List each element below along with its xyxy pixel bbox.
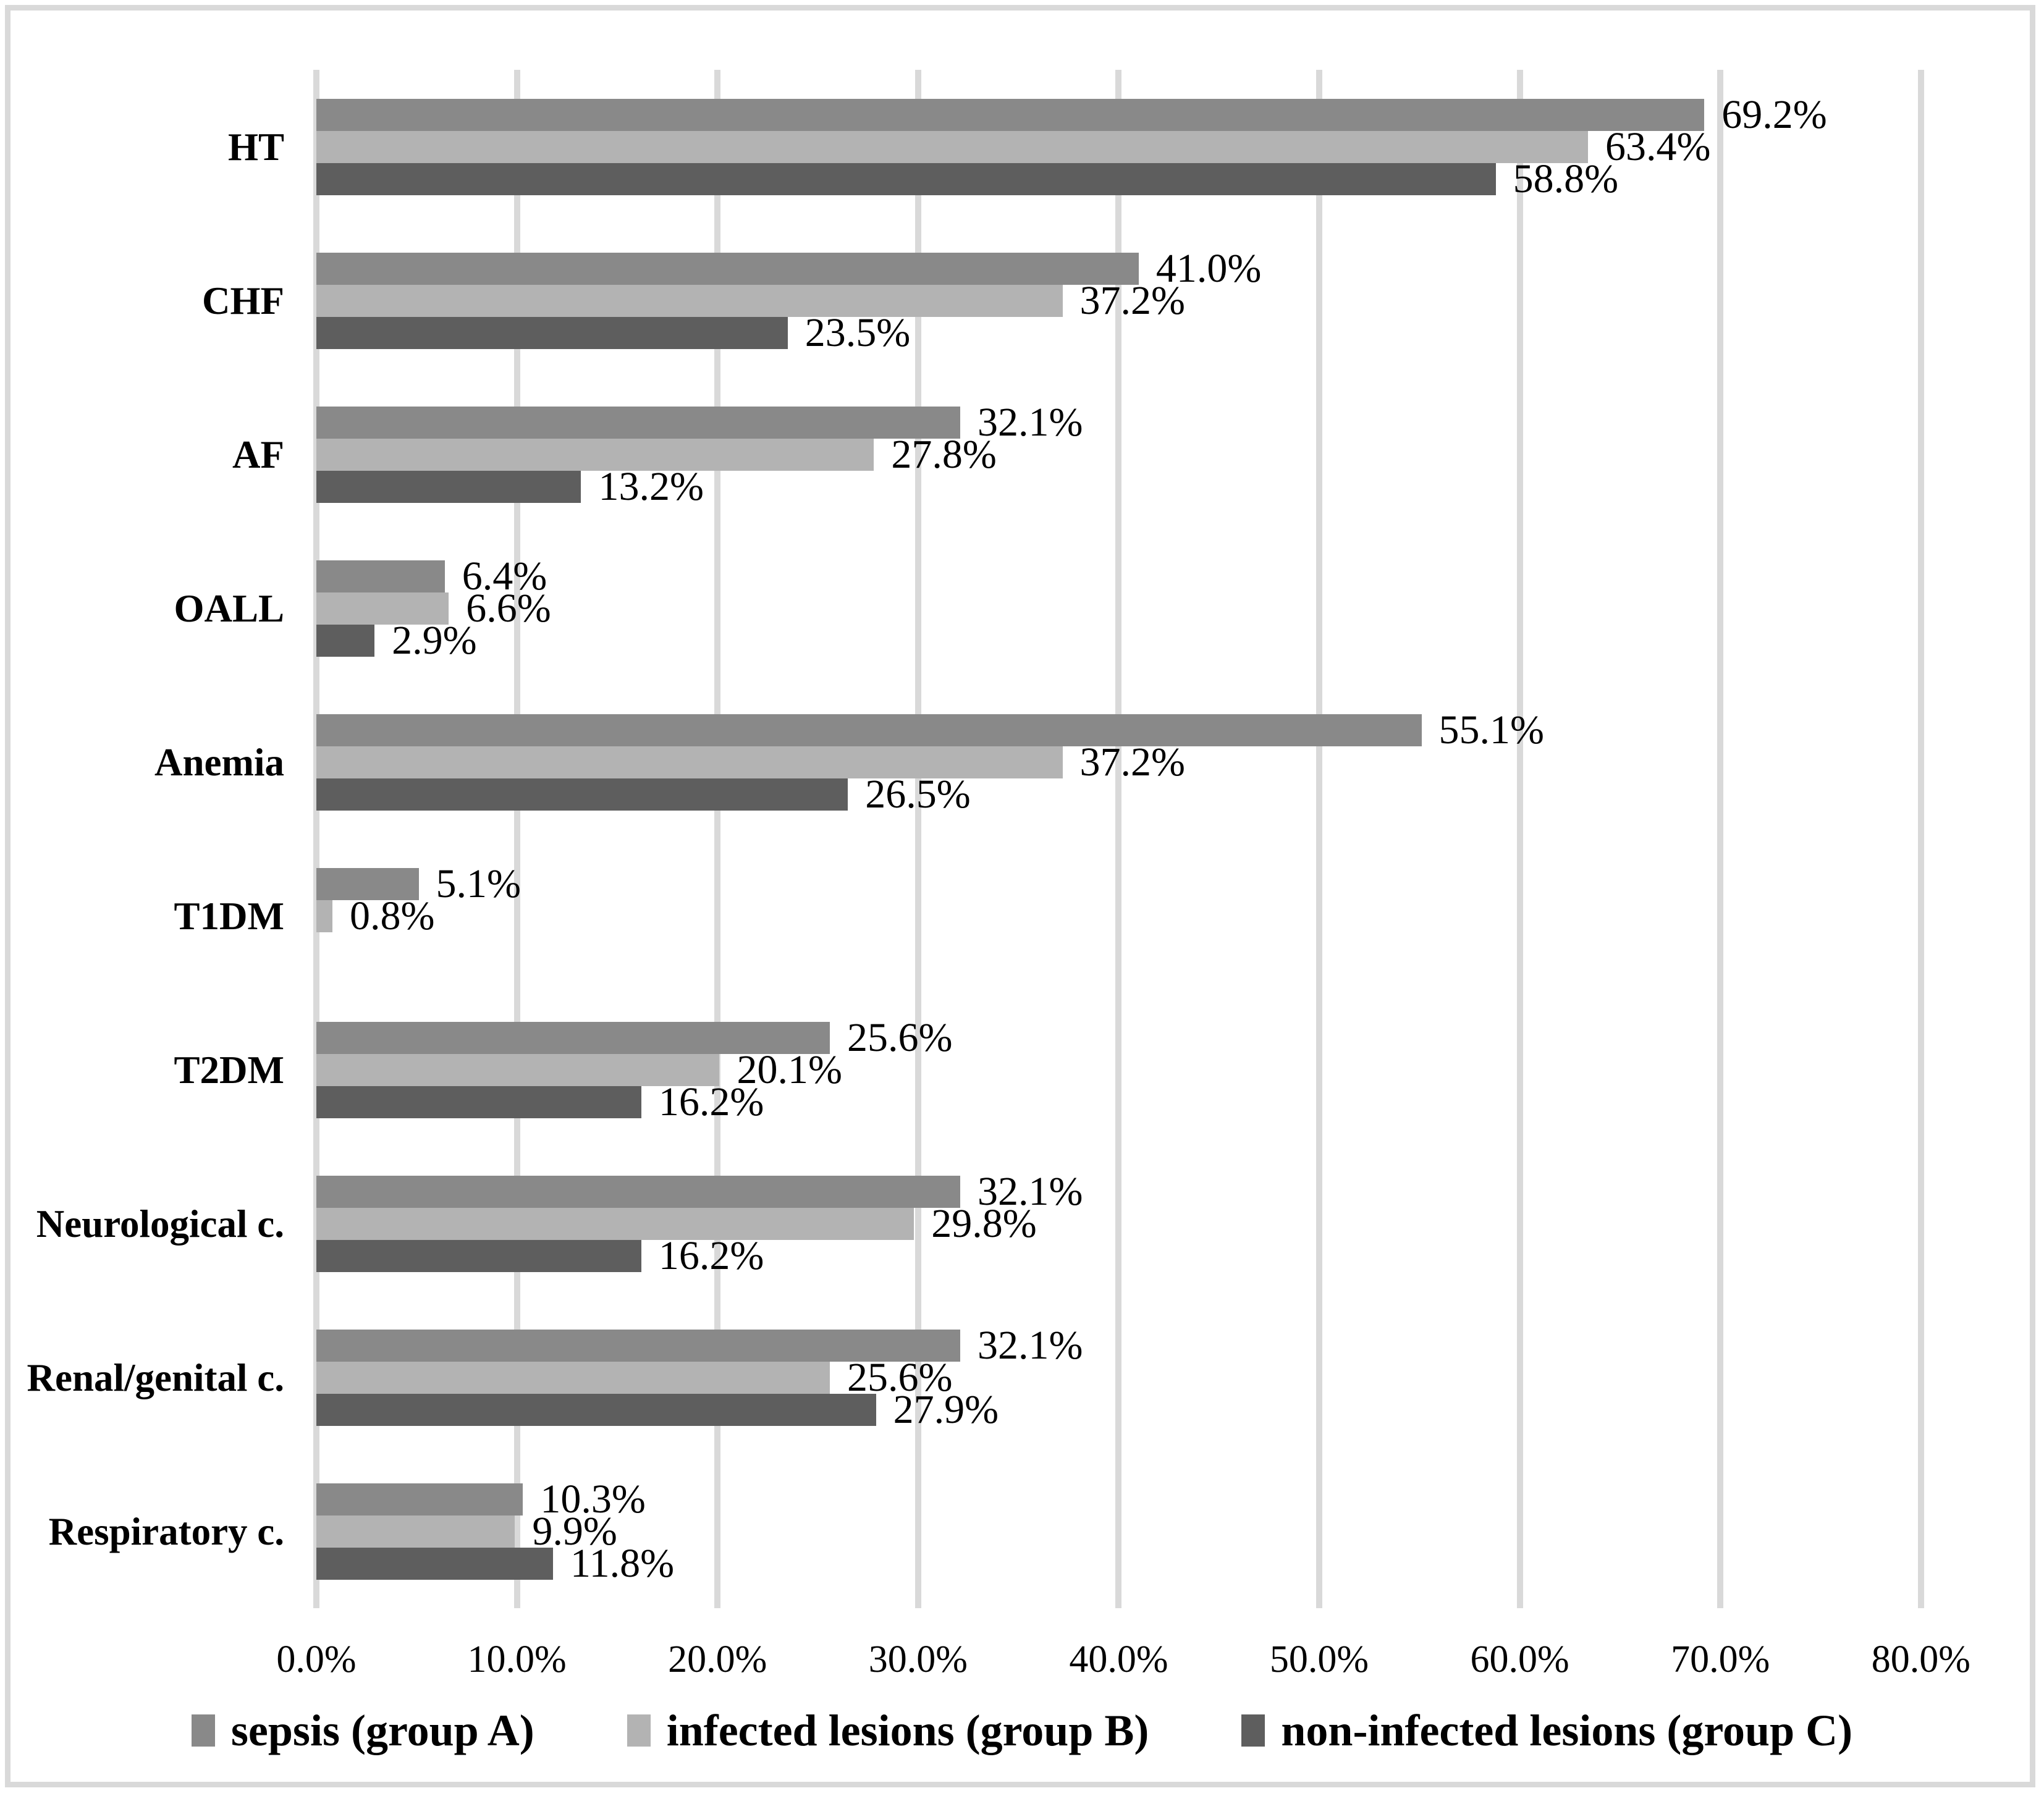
bar-value-label: 10.3% bbox=[540, 1477, 646, 1522]
bar bbox=[316, 285, 1063, 317]
bar-value-label: 20.1% bbox=[737, 1047, 842, 1092]
category-label: Neurological c. bbox=[36, 1202, 284, 1246]
legend-item: sepsis (group A) bbox=[191, 1704, 534, 1757]
gridline bbox=[714, 70, 721, 1608]
bar bbox=[316, 592, 449, 625]
bar-value-label: 25.6% bbox=[847, 1015, 953, 1060]
gridline bbox=[1516, 70, 1523, 1608]
bar bbox=[316, 99, 1705, 131]
legend-swatch bbox=[191, 1714, 215, 1747]
x-axis-tick-label: 70.0% bbox=[1671, 1638, 1770, 1680]
category-label: Renal/genital c. bbox=[27, 1356, 284, 1399]
bar-value-label: 13.2% bbox=[598, 464, 704, 509]
bar-value-label: 37.2% bbox=[1079, 278, 1185, 323]
bar-value-label: 41.0% bbox=[1155, 246, 1262, 291]
bar bbox=[316, 253, 1139, 285]
bar bbox=[316, 471, 581, 503]
bar bbox=[316, 714, 1422, 746]
legend: sepsis (group A) infected lesions (group … bbox=[0, 1704, 2044, 1757]
gridline bbox=[1115, 70, 1122, 1608]
x-axis-tick-label: 30.0% bbox=[868, 1638, 968, 1680]
gridline bbox=[1917, 70, 1924, 1608]
bar bbox=[316, 868, 419, 900]
gridline bbox=[313, 70, 319, 1608]
bar bbox=[316, 1208, 914, 1240]
bar bbox=[316, 131, 1588, 163]
bar-value-label: 23.5% bbox=[805, 310, 911, 355]
bar bbox=[316, 778, 848, 811]
bar-value-label: 63.4% bbox=[1605, 124, 1711, 169]
legend-label: infected lesions (group B) bbox=[666, 1706, 1149, 1755]
bar-value-label: 25.6% bbox=[847, 1355, 953, 1400]
category-label: Anemia bbox=[154, 741, 284, 784]
bar-value-label: 26.5% bbox=[865, 772, 971, 817]
bar bbox=[316, 1054, 720, 1086]
bar bbox=[316, 560, 445, 592]
bar bbox=[316, 317, 788, 349]
x-axis-tick-label: 20.0% bbox=[668, 1638, 767, 1680]
bar bbox=[316, 1022, 830, 1054]
bar-value-label: 6.4% bbox=[462, 554, 547, 599]
x-axis-tick-label: 80.0% bbox=[1871, 1638, 1970, 1680]
bar bbox=[316, 625, 375, 657]
category-label: HT bbox=[227, 125, 284, 169]
gridline bbox=[1316, 70, 1322, 1608]
bar bbox=[316, 163, 1496, 195]
x-axis-tick-label: 10.0% bbox=[467, 1638, 567, 1680]
bar bbox=[316, 1483, 523, 1516]
bar bbox=[316, 900, 332, 932]
bar-value-label: 2.9% bbox=[392, 618, 477, 663]
bar-value-label: 69.2% bbox=[1721, 92, 1827, 137]
bar-value-label: 0.8% bbox=[349, 893, 435, 938]
bar bbox=[316, 1362, 830, 1394]
legend-item: non-infected lesions (group C) bbox=[1241, 1704, 1852, 1757]
bar-value-label: 29.8% bbox=[931, 1201, 1037, 1246]
bar-value-label: 16.2% bbox=[658, 1233, 764, 1278]
gridline bbox=[914, 70, 921, 1608]
legend-swatch bbox=[1241, 1714, 1265, 1747]
bar-value-label: 32.1% bbox=[977, 1323, 1083, 1368]
bar-value-label: 58.8% bbox=[1513, 156, 1619, 201]
bar bbox=[316, 1516, 515, 1548]
bar bbox=[316, 1176, 960, 1208]
gridline bbox=[513, 70, 520, 1608]
bar bbox=[316, 1394, 876, 1426]
bar bbox=[316, 407, 960, 439]
bar-value-label: 27.9% bbox=[893, 1387, 999, 1432]
legend-label: non-infected lesions (group C) bbox=[1281, 1706, 1853, 1755]
bar-value-label: 11.8% bbox=[570, 1541, 675, 1586]
legend-swatch bbox=[627, 1714, 651, 1747]
bar-value-label: 6.6% bbox=[466, 586, 551, 631]
legend-label: sepsis (group A) bbox=[230, 1706, 534, 1755]
category-label: Respiratory c. bbox=[48, 1510, 284, 1553]
bar-value-label: 32.1% bbox=[977, 400, 1083, 445]
bar bbox=[316, 1086, 641, 1118]
x-axis-tick-label: 0.0% bbox=[276, 1638, 357, 1680]
category-label: CHF bbox=[202, 279, 284, 323]
category-label: OALL bbox=[174, 587, 284, 630]
x-axis-tick-label: 60.0% bbox=[1470, 1638, 1569, 1680]
bar bbox=[316, 1548, 554, 1580]
x-axis-tick-label: 40.0% bbox=[1069, 1638, 1168, 1680]
bar-value-label: 37.2% bbox=[1079, 740, 1185, 785]
category-label: T1DM bbox=[174, 895, 284, 938]
bar bbox=[316, 746, 1063, 778]
bar-value-label: 27.8% bbox=[891, 432, 997, 477]
bar bbox=[316, 1240, 641, 1272]
bar bbox=[316, 1330, 960, 1362]
legend-item: infected lesions (group B) bbox=[627, 1704, 1149, 1757]
bar-value-label: 16.2% bbox=[658, 1079, 764, 1124]
gridline bbox=[1717, 70, 1724, 1608]
bar bbox=[316, 439, 874, 471]
bar-value-label: 55.1% bbox=[1438, 707, 1545, 753]
bar-value-label: 32.1% bbox=[977, 1169, 1083, 1214]
bar-value-label: 5.1% bbox=[436, 861, 522, 906]
x-axis-tick-label: 50.0% bbox=[1269, 1638, 1369, 1680]
category-label: T2DM bbox=[174, 1048, 284, 1092]
bar-value-label: 9.9% bbox=[532, 1509, 617, 1554]
category-label: AF bbox=[232, 433, 284, 476]
